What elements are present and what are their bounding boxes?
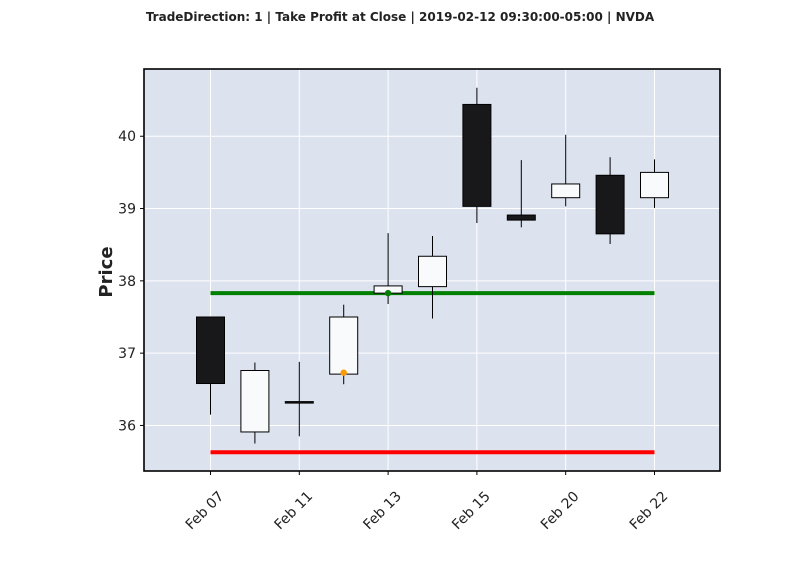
y-tick-label: 40	[118, 129, 136, 145]
candle-body	[551, 183, 581, 199]
candle-body	[196, 316, 225, 385]
candle-body	[329, 316, 359, 375]
x-tick-label: Feb 13	[360, 489, 405, 534]
exit-marker	[384, 289, 392, 297]
y-tick-label: 39	[118, 202, 136, 218]
y-tick-label: 38	[118, 274, 136, 290]
x-tick-label: Feb 20	[538, 489, 583, 534]
entry-marker	[340, 369, 347, 376]
x-tick-label: Feb 07	[183, 489, 228, 534]
candle	[462, 87, 492, 224]
candle	[418, 236, 447, 319]
candle	[506, 160, 536, 228]
candle-body	[640, 171, 669, 199]
plot-frame	[143, 68, 721, 472]
candle-body	[284, 401, 314, 404]
candle-body	[506, 214, 536, 221]
candle	[240, 362, 270, 444]
y-tick-label: 37	[118, 346, 136, 362]
x-axis: Feb 07 Feb 11 Feb 13 Feb 15 Feb 20 Feb 22	[183, 471, 672, 534]
candle-body	[595, 174, 625, 235]
chart-title: TradeDirection: 1 | Take Profit at Close…	[145, 10, 655, 24]
y-axis: 36 37 38 39 40	[118, 129, 144, 434]
candles	[196, 87, 669, 444]
y-tick-label: 36	[118, 418, 136, 434]
y-axis-label: Price	[96, 246, 117, 297]
trade-markers	[340, 289, 392, 376]
candle-body	[418, 255, 447, 288]
candle	[329, 304, 359, 385]
candle	[284, 361, 314, 437]
candle	[551, 134, 581, 207]
candle	[196, 316, 225, 415]
candle-body	[462, 103, 492, 207]
candle	[640, 159, 669, 208]
x-tick-label: Feb 22	[627, 489, 672, 534]
candle	[595, 157, 625, 244]
x-tick-label: Feb 11	[272, 489, 317, 534]
candle-body	[240, 370, 270, 433]
x-tick-label: Feb 15	[449, 489, 494, 534]
